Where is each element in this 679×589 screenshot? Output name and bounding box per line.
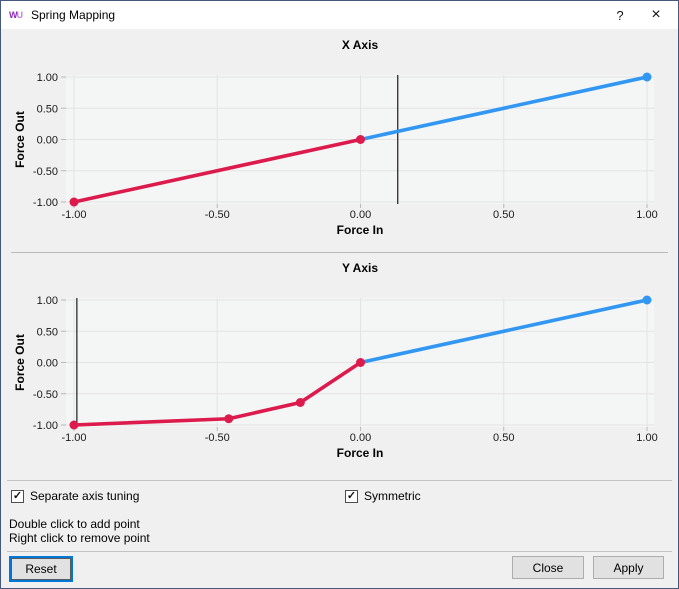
svg-text:Force Out: Force Out (13, 334, 27, 391)
symmetric-checkbox[interactable]: ✓ Symmetric (345, 489, 421, 503)
svg-text:Force In: Force In (337, 446, 384, 460)
svg-text:-0.50: -0.50 (33, 166, 58, 178)
svg-text:Force In: Force In (337, 223, 384, 237)
svg-text:Force Out: Force Out (13, 111, 27, 168)
separate-axis-tuning-label: Separate axis tuning (30, 489, 140, 503)
checkbox-check-icon[interactable]: ✓ (11, 489, 24, 503)
x-axis-force-chart[interactable]: X Axis -1.00 -0.50 0.00 0.50 1.00 -1.00 -0.50 0.… (9, 31, 672, 251)
checkbox-row: ✓ Separate axis tuning ✓ Symmetric (1, 488, 678, 508)
symmetric-label: Symmetric (364, 489, 421, 503)
svg-text:-0.50: -0.50 (33, 389, 58, 401)
hint-remove-point: Right click to remove point (9, 531, 150, 545)
svg-text:0.50: 0.50 (37, 103, 58, 115)
window-title: Spring Mapping (31, 8, 116, 22)
svg-text:1.00: 1.00 (636, 432, 657, 444)
reset-button[interactable]: Reset (9, 556, 73, 582)
svg-text:0.00: 0.00 (350, 432, 371, 444)
svg-text:0.50: 0.50 (493, 209, 514, 221)
svg-text:-1.00: -1.00 (61, 432, 86, 444)
svg-text:Y Axis: Y Axis (342, 261, 378, 275)
close-button[interactable]: Close (512, 556, 584, 579)
svg-text:-1.00: -1.00 (61, 209, 86, 221)
svg-text:-0.50: -0.50 (205, 432, 230, 444)
separator-above-checkboxes (7, 480, 672, 481)
svg-text:1.00: 1.00 (37, 72, 58, 84)
svg-text:X Axis: X Axis (342, 38, 379, 52)
svg-text:1.00: 1.00 (37, 295, 58, 307)
svg-text:-1.00: -1.00 (33, 420, 58, 432)
svg-text:0.00: 0.00 (37, 358, 58, 370)
hint-add-point: Double click to add point (9, 517, 140, 531)
svg-text:0.00: 0.00 (37, 135, 58, 147)
charts-area: X Axis -1.00 -0.50 0.00 0.50 1.00 -1.00 -0.50 0.… (1, 31, 678, 474)
usage-hints: Double click to add point Right click to… (9, 517, 678, 545)
separate-axis-tuning-checkbox[interactable]: ✓ Separate axis tuning (11, 489, 139, 503)
button-row: Reset Close Apply (1, 556, 678, 582)
close-window-icon[interactable]: × (638, 1, 674, 29)
svg-text:-1.00: -1.00 (33, 197, 58, 209)
svg-text:1.00: 1.00 (636, 209, 657, 221)
chart-separator (11, 252, 668, 253)
svg-text:0.00: 0.00 (350, 209, 371, 221)
y-axis-force-chart[interactable]: Y Axis -1.00 -0.50 0.00 0.50 1.00 -1.00 -0.50 0.… (9, 254, 672, 474)
svg-text:0.50: 0.50 (37, 326, 58, 338)
svg-text:0.50: 0.50 (493, 432, 514, 444)
svg-text:-0.50: -0.50 (205, 209, 230, 221)
checkbox-check-icon[interactable]: ✓ (345, 489, 358, 503)
separator-above-buttons (7, 551, 672, 552)
help-button[interactable]: ? (602, 1, 638, 29)
apply-button[interactable]: Apply (593, 556, 664, 579)
